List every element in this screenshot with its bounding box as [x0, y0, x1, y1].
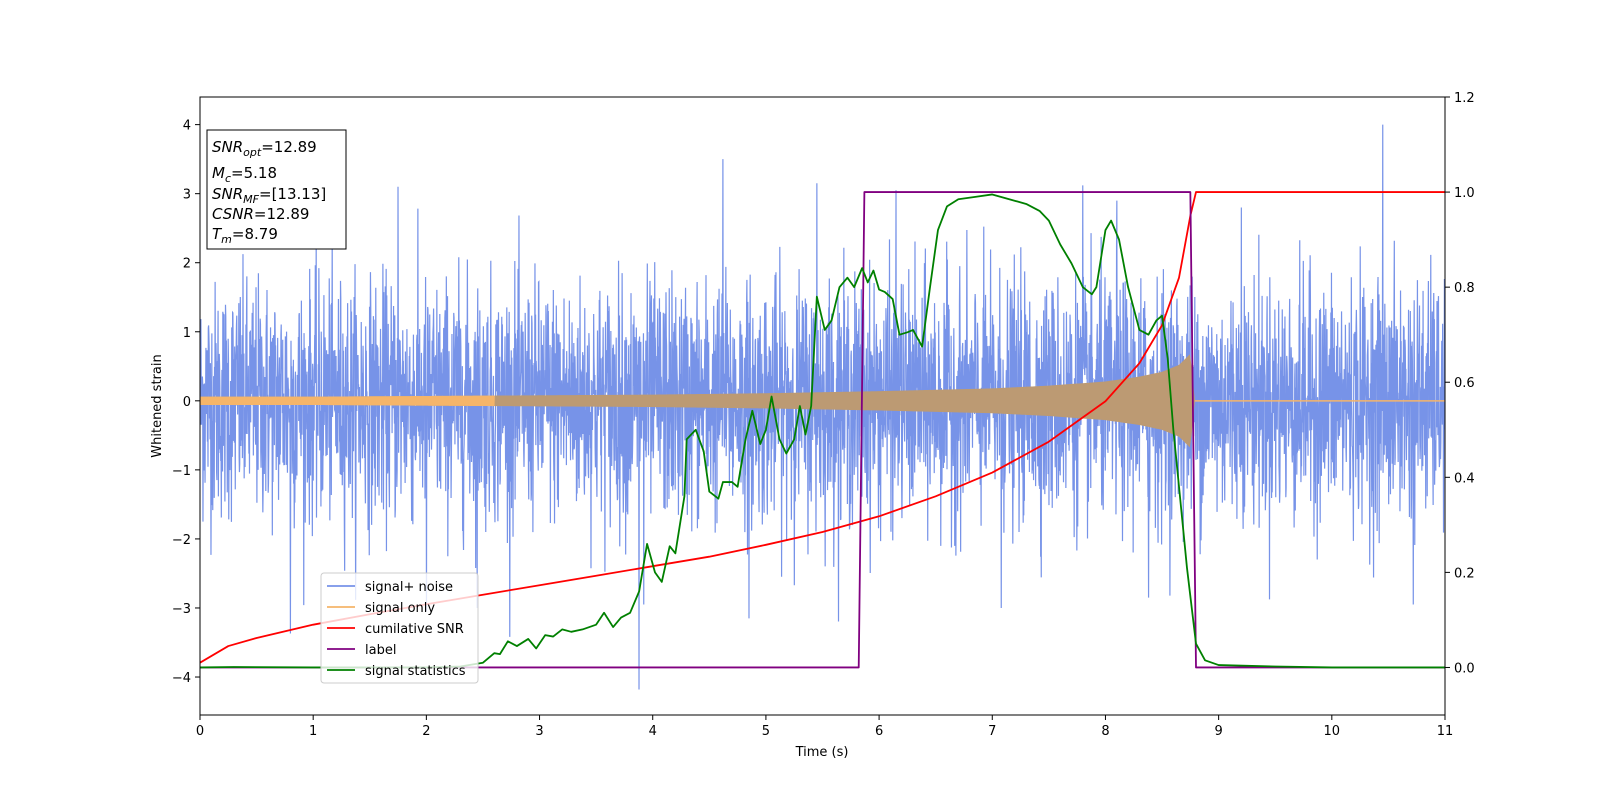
y-axis-left-ticks: −4 −3 −2 −1 0 1 2 3 4: [172, 119, 200, 686]
signal-statistics-line: [200, 193, 1445, 669]
x-tick-label: 2: [422, 724, 430, 739]
y-left-tick-label: 0: [183, 395, 191, 410]
y-left-tick-label: 4: [183, 119, 191, 134]
x-tick-label: 7: [988, 724, 996, 739]
x-tick-label: 9: [1214, 724, 1222, 739]
y-left-tick-label: 2: [183, 257, 191, 272]
signal-noise-series: [200, 124, 1445, 690]
legend: signal+ noise signal only cumilative SNR la…: [320, 572, 479, 684]
signal-oscillation: [200, 395, 495, 407]
legend-label: signal+ noise: [365, 580, 453, 595]
legend-label: signal only: [365, 601, 435, 616]
x-tick-label: 10: [1324, 724, 1341, 739]
y-left-tick-label: −4: [172, 671, 191, 686]
y-right-tick-label: 1.0: [1454, 186, 1475, 201]
y-axis-left-label: Whitened strain: [150, 354, 165, 457]
y-right-tick-label: 0.2: [1454, 566, 1475, 581]
plot-area-frame: [199, 96, 1446, 716]
stats-snr-opt: SNRopt=12.89: [212, 138, 317, 159]
y-left-tick-label: 1: [183, 326, 191, 341]
signal-only-series: [200, 354, 1445, 448]
stats-box: SNRopt=12.89 Mc=5.18 SNRMF=[13.13] CSNR=…: [206, 129, 347, 250]
y-left-tick-label: −3: [172, 602, 191, 617]
stats-snr-mf: SNRMF=[13.13]: [212, 185, 326, 206]
signal-envelope: [200, 354, 1195, 448]
legend-label: cumilative SNR: [365, 622, 464, 637]
x-tick-label: 5: [762, 724, 770, 739]
x-tick-label: 11: [1437, 724, 1454, 739]
x-tick-label: 0: [196, 724, 204, 739]
stats-box-frame: [206, 129, 347, 250]
x-tick-label: 6: [875, 724, 883, 739]
y-left-tick-label: −2: [172, 533, 191, 548]
stats-tm: Tm=8.79: [212, 225, 278, 246]
y-right-tick-label: 0.6: [1454, 376, 1475, 391]
x-tick-label: 4: [649, 724, 657, 739]
stats-mc: Mc=5.18: [212, 164, 277, 185]
y-left-tick-label: −1: [172, 464, 191, 479]
y-right-tick-label: 0.0: [1454, 661, 1475, 676]
label-line: [200, 191, 1445, 669]
y-right-tick-label: 0.8: [1454, 281, 1475, 296]
x-tick-label: 1: [309, 724, 317, 739]
signal-noise-line: [200, 124, 1445, 690]
legend-label: label: [365, 643, 396, 658]
y-axis-right-ticks: 0.0 0.2 0.4 0.6 0.8 1.0 1.2: [1445, 91, 1475, 676]
x-tick-label: 8: [1101, 724, 1109, 739]
y-left-tick-label: 3: [183, 188, 191, 203]
x-axis-label: Time (s): [795, 745, 849, 760]
stats-csnr: CSNR=12.89: [212, 205, 309, 223]
x-tick-label: 3: [535, 724, 543, 739]
legend-frame: [320, 572, 479, 684]
y-right-tick-label: 0.4: [1454, 471, 1475, 486]
legend-label: signal statistics: [365, 664, 466, 679]
x-axis-ticks: 0 1 2 3 4 5 6 7 8 9 10 11: [196, 715, 1453, 739]
y-right-tick-label: 1.2: [1454, 91, 1475, 106]
